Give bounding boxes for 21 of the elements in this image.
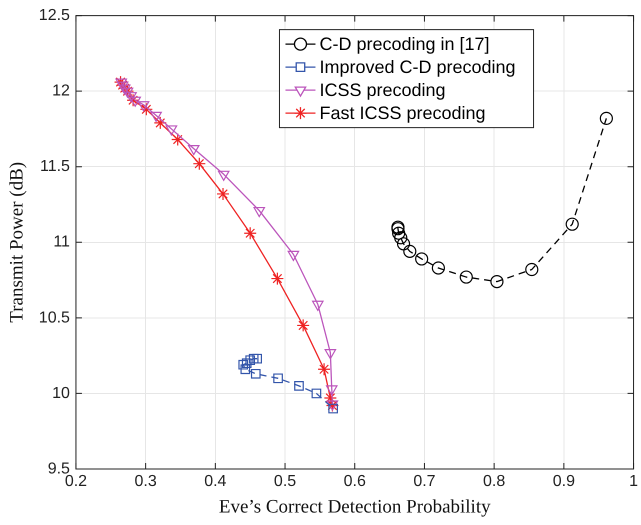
x-tick-label: 1 bbox=[629, 473, 638, 490]
y-tick-label: 10 bbox=[52, 384, 70, 402]
x-tick-label: 0.7 bbox=[413, 473, 436, 490]
x-tick-label: 0.6 bbox=[344, 473, 366, 490]
legend-label: C-D precoding in [17] bbox=[319, 34, 490, 54]
y-tick-label: 10.5 bbox=[38, 309, 70, 326]
x-tick-label: 0.2 bbox=[64, 473, 88, 490]
y-tick-label: 12 bbox=[52, 82, 70, 100]
y-axis-title: Transmit Power (dB) bbox=[6, 162, 28, 323]
x-tick-label: 0.9 bbox=[552, 473, 576, 490]
legend-label: Fast ICSS precoding bbox=[319, 103, 486, 124]
legend-label: Improved C-D precoding bbox=[319, 57, 516, 78]
x-axis-title: Eve’s Correct Detection Probability bbox=[218, 496, 492, 518]
y-tick-label: 12.5 bbox=[38, 7, 70, 24]
legend-label: ICSS precoding bbox=[319, 80, 446, 100]
x-tick-label: 0.8 bbox=[483, 473, 506, 490]
x-tick-label: 0.5 bbox=[274, 473, 296, 490]
x-tick-label: 0.3 bbox=[134, 473, 157, 490]
x-tick-label: 0.4 bbox=[204, 473, 227, 490]
y-tick-label: 11 bbox=[53, 234, 70, 251]
y-tick-label: 11.5 bbox=[40, 158, 70, 176]
